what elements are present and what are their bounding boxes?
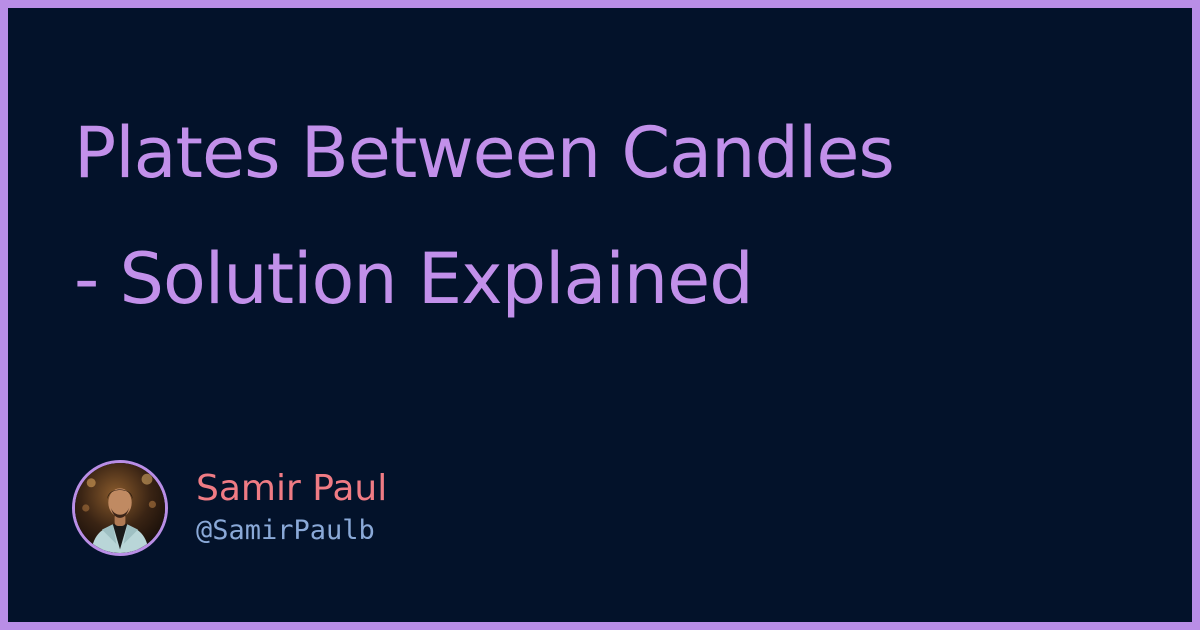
title-line-1: Plates Between Candles	[74, 112, 895, 194]
author-name: Samir Paul	[196, 468, 388, 509]
page-title: Plates Between Candles - Solution Explai…	[74, 90, 1154, 342]
author-handle: @SamirPaulb	[196, 515, 375, 546]
author-info: Samir Paul @SamirPaulb	[196, 468, 387, 548]
person-portrait-icon	[75, 463, 165, 553]
author-block: Samir Paul @SamirPaulb	[72, 458, 387, 558]
title-line-2: - Solution Explained	[74, 238, 754, 320]
avatar	[72, 460, 168, 556]
social-card: Plates Between Candles - Solution Explai…	[8, 8, 1192, 622]
